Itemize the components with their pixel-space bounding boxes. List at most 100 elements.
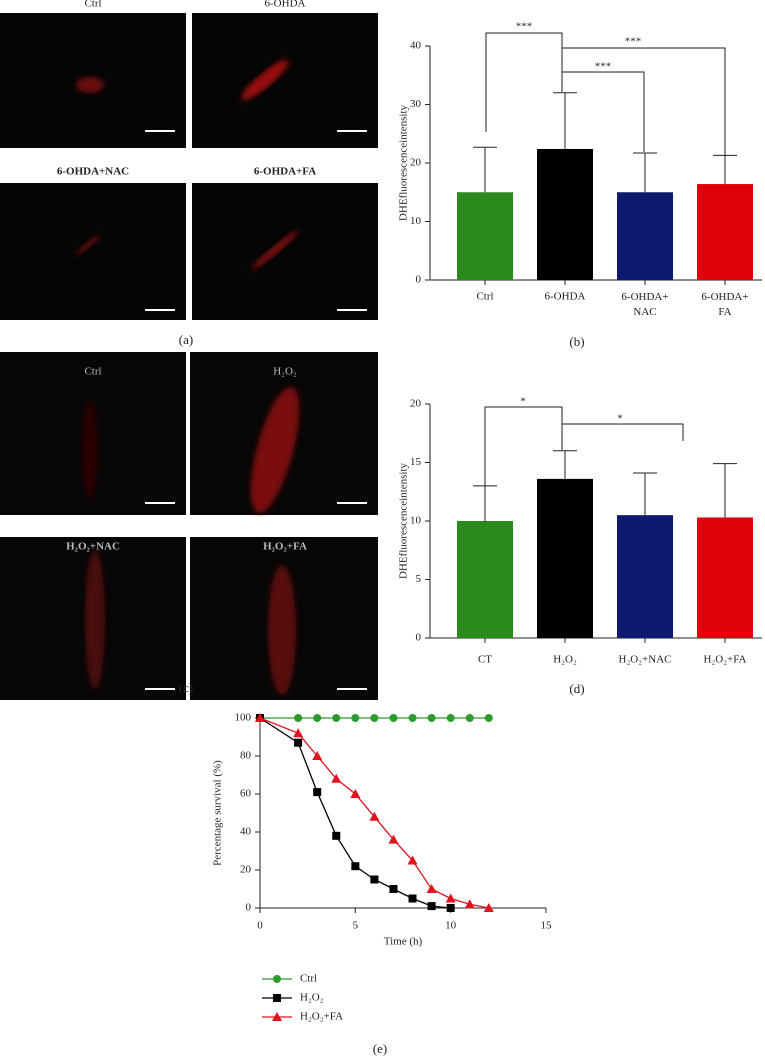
legend-marker xyxy=(272,1012,282,1021)
image-label: Ctrl xyxy=(84,366,101,378)
signal xyxy=(75,234,101,256)
x-tick-label: 10 xyxy=(445,920,457,932)
y-tick-label: 60 xyxy=(240,788,252,800)
significance-label: *** xyxy=(595,61,612,73)
micrograph xyxy=(192,13,378,148)
data-point xyxy=(427,714,436,722)
y-tick-label: 40 xyxy=(410,40,422,52)
error-bar xyxy=(553,450,577,479)
significance-bracket xyxy=(562,47,726,155)
signal xyxy=(85,550,105,690)
bar xyxy=(457,521,513,638)
y-tick-label: 5 xyxy=(416,573,422,585)
data-point xyxy=(369,811,380,821)
y-tick-label: 20 xyxy=(240,864,252,876)
panel-label: (d) xyxy=(569,681,584,696)
legend-label: H₂O₂ xyxy=(300,992,324,1004)
significance-bracket xyxy=(484,406,563,522)
micrograph xyxy=(192,183,378,320)
significance-bracket xyxy=(485,32,563,132)
panel-label: (c) xyxy=(179,680,193,695)
image-label: 6-OHDA+NAC xyxy=(57,166,129,178)
error-bar xyxy=(713,463,737,518)
data-point xyxy=(408,714,417,722)
bar xyxy=(537,148,593,280)
signal xyxy=(268,565,296,695)
y-tick-label: 30 xyxy=(410,98,422,110)
x-tick-label: 5 xyxy=(353,920,359,932)
data-point xyxy=(313,788,322,797)
bar xyxy=(697,184,753,280)
series-line xyxy=(259,717,451,909)
bar xyxy=(457,192,513,280)
significance-label: * xyxy=(617,413,623,425)
panel-label: (e) xyxy=(373,1041,387,1056)
data-point xyxy=(407,855,418,865)
data-point xyxy=(332,831,341,840)
y-tick-label: 10 xyxy=(410,215,422,227)
data-point xyxy=(389,885,398,893)
data-point xyxy=(445,893,456,903)
legend-marker xyxy=(273,975,281,983)
bar xyxy=(537,478,593,638)
y-tick-label: 0 xyxy=(246,902,252,914)
data-point xyxy=(332,714,341,722)
bar xyxy=(617,515,673,638)
signal xyxy=(82,400,98,500)
x-tick-label: Ctrl xyxy=(476,291,493,303)
data-point xyxy=(255,713,265,722)
y-tick-label: 100 xyxy=(235,712,252,724)
y-axis-label: Percentage survival (%) xyxy=(212,760,224,866)
panel-label: (b) xyxy=(569,334,584,349)
bar xyxy=(617,192,673,280)
micrograph xyxy=(0,183,186,320)
image-panel-c: Ctrl H₂O₂ H₂O₂+NAC H₂O₂+FA xyxy=(0,352,378,700)
signal xyxy=(250,387,300,513)
data-point xyxy=(427,902,436,911)
y-axis-label: DHEfluorescenceintensity xyxy=(398,462,410,579)
error-bar xyxy=(713,154,737,185)
data-point xyxy=(370,875,379,884)
x-tick-label: H₂O₂+FA xyxy=(703,654,746,666)
signal xyxy=(76,77,104,93)
data-point xyxy=(370,714,379,722)
data-point xyxy=(351,862,360,871)
significance-bracket xyxy=(562,423,684,441)
data-point xyxy=(294,714,303,722)
significance-label: * xyxy=(520,396,526,408)
y-tick-label: 10 xyxy=(410,515,422,527)
signal xyxy=(241,59,289,101)
x-tick-label: H₂O₂ xyxy=(553,654,577,666)
data-point xyxy=(293,728,304,738)
image-panel-a: Ctrl 6-OHDA 6-OHDA+NAC 6-OHDA+FA xyxy=(0,0,378,320)
x-tick-label: CT xyxy=(478,654,492,666)
error-bar xyxy=(553,92,577,149)
data-point xyxy=(388,834,399,844)
scale-bars xyxy=(145,502,367,690)
y-tick-label: 15 xyxy=(410,456,422,468)
data-point xyxy=(351,714,360,722)
significance-label: *** xyxy=(625,36,642,48)
signal xyxy=(251,230,299,270)
x-tick-label: 6-OHDA xyxy=(545,291,586,303)
legend-label: Ctrl xyxy=(300,973,317,985)
y-tick-label: 0 xyxy=(416,274,422,286)
image-label: Ctrl xyxy=(84,0,101,10)
data-point xyxy=(294,738,303,747)
data-point xyxy=(446,714,455,722)
significance-label: *** xyxy=(516,21,533,33)
error-bar xyxy=(633,152,657,193)
x-axis-label: Time (h) xyxy=(384,936,423,948)
x-tick-label: 15 xyxy=(541,920,553,932)
image-label: H₂O₂+FA xyxy=(263,541,307,553)
x-tick-label: 6-OHDA+ NAC xyxy=(621,291,668,318)
y-tick-label: 80 xyxy=(240,750,252,762)
image-label: H₂O₂+NAC xyxy=(66,541,120,553)
error-bar xyxy=(473,146,497,193)
y-tick-label: 20 xyxy=(410,157,422,169)
panel-label: (a) xyxy=(179,332,193,347)
data-point xyxy=(389,714,398,722)
data-point xyxy=(426,884,437,893)
image-label: 6-OHDA+FA xyxy=(254,166,316,178)
